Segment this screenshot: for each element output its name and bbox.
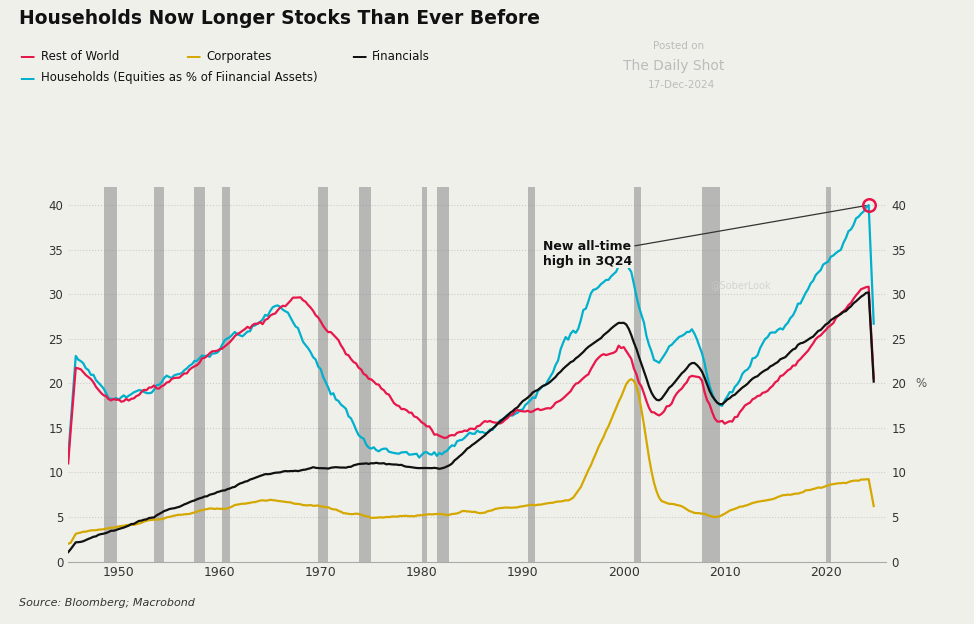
Text: Corporates: Corporates: [206, 50, 272, 62]
Bar: [422, 187, 427, 562]
Bar: [154, 187, 165, 562]
Bar: [634, 187, 642, 562]
Text: Posted on: Posted on: [653, 41, 703, 51]
Text: @SoberLook: @SoberLook: [710, 280, 771, 290]
Text: —: —: [19, 71, 35, 85]
Bar: [195, 187, 205, 562]
Bar: [528, 187, 536, 562]
Text: Financials: Financials: [372, 50, 430, 62]
Bar: [222, 187, 230, 562]
Text: Households (Equities as % of Fiinancial Assets): Households (Equities as % of Fiinancial …: [41, 72, 318, 84]
Text: —: —: [19, 49, 35, 64]
Text: 17-Dec-2024: 17-Dec-2024: [648, 80, 715, 90]
Text: The Daily Shot: The Daily Shot: [623, 59, 725, 73]
Bar: [437, 187, 449, 562]
Bar: [103, 187, 117, 562]
Bar: [702, 187, 720, 562]
Bar: [318, 187, 328, 562]
Text: %: %: [915, 377, 926, 390]
Text: New all-time
high in 3Q24: New all-time high in 3Q24: [543, 205, 866, 268]
Text: —: —: [185, 49, 201, 64]
Text: Source: Bloomberg; Macrobond: Source: Bloomberg; Macrobond: [19, 598, 196, 608]
Bar: [358, 187, 371, 562]
Text: Rest of World: Rest of World: [41, 50, 119, 62]
Text: Households Now Longer Stocks Than Ever Before: Households Now Longer Stocks Than Ever B…: [19, 9, 541, 28]
Bar: [826, 187, 831, 562]
Text: —: —: [351, 49, 366, 64]
